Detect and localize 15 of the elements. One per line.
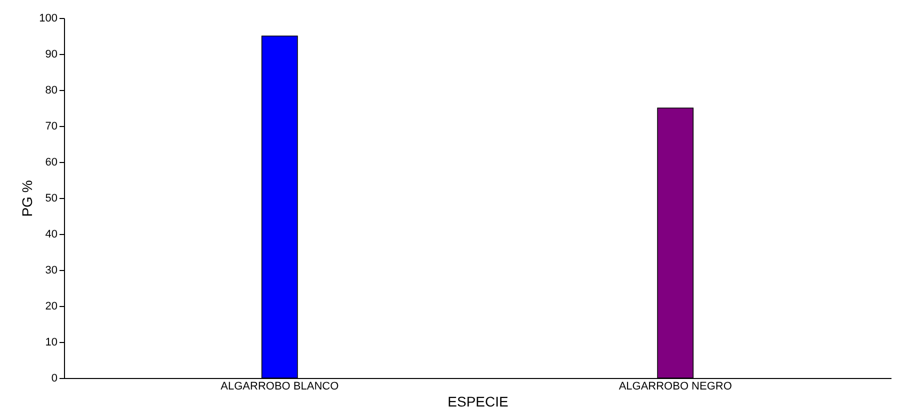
x-tick-label: ALGARROBO NEGRO — [618, 380, 732, 392]
y-tick-label: 0 — [51, 372, 58, 384]
x-axis-title: ESPECIE — [448, 394, 508, 410]
x-tick-label: ALGARROBO BLANCO — [220, 380, 340, 392]
y-tick-label: 30 — [45, 264, 58, 276]
y-tick-label: 70 — [45, 120, 58, 132]
y-tick-label: 50 — [45, 192, 58, 204]
y-tick-label: 90 — [45, 48, 58, 60]
y-tick-label: 100 — [39, 12, 58, 24]
y-tick-label: 80 — [45, 84, 58, 96]
y-axis-title: PG % — [19, 180, 36, 217]
y-tick-label: 20 — [45, 300, 58, 312]
y-tick-label: 10 — [45, 336, 58, 348]
y-tick-label: 60 — [45, 156, 58, 168]
y-tick-label: 40 — [45, 228, 58, 240]
